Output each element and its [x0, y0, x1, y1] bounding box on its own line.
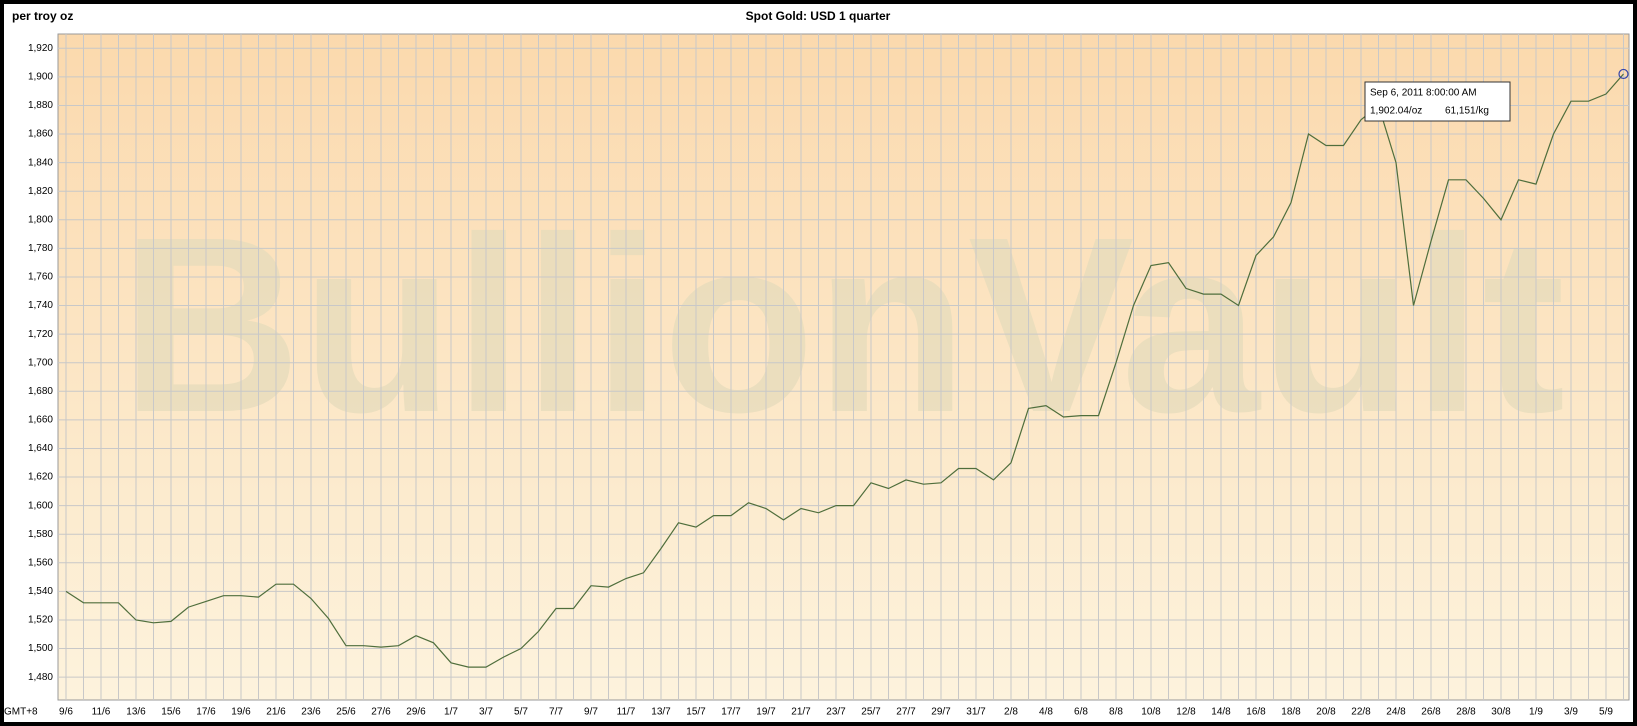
- plot-area: [57, 33, 1630, 701]
- x-tick-label: 22/8: [1351, 707, 1371, 718]
- timezone-label: GMT+8: [4, 707, 38, 718]
- hover-marker: [1618, 68, 1629, 80]
- y-tick-label: 1,500: [28, 643, 53, 654]
- x-tick-label: 13/6: [126, 707, 146, 718]
- y-tick-label: 1,480: [28, 672, 53, 683]
- watermark: BullionVault: [121, 185, 1565, 464]
- y-tick-label: 1,660: [28, 415, 53, 426]
- x-tick-label: 29/7: [931, 707, 951, 718]
- x-tick-label: 15/7: [686, 707, 706, 718]
- x-tick-label: 17/7: [721, 707, 741, 718]
- y-tick-label: 1,840: [28, 157, 53, 168]
- x-tick-label: 19/7: [756, 707, 776, 718]
- x-tick-label: 9/7: [584, 707, 598, 718]
- price-line: [65, 73, 1624, 668]
- y-tick-label: 1,620: [28, 472, 53, 483]
- x-tick-label: 10/8: [1141, 707, 1161, 718]
- y-tick-label: 1,600: [28, 500, 53, 511]
- x-tick-label: 17/6: [196, 707, 216, 718]
- y-axis-label: per troy oz: [12, 9, 73, 23]
- x-tick-label: 30/8: [1491, 707, 1511, 718]
- x-tick-label: 23/6: [301, 707, 321, 718]
- x-tick-label: 6/8: [1074, 707, 1088, 718]
- x-tick-label: 13/7: [651, 707, 671, 718]
- x-tick-label: 27/7: [896, 707, 916, 718]
- y-tick-label: 1,760: [28, 272, 53, 283]
- tooltip: Sep 6, 2011 8:00:00 AM 1,902.04/oz 61,15…: [1364, 81, 1511, 122]
- x-tick-label: 7/7: [549, 707, 563, 718]
- x-tick-label: 25/7: [861, 707, 881, 718]
- x-tick-label: 1/7: [444, 707, 458, 718]
- x-tick-label: 20/8: [1316, 707, 1336, 718]
- y-tick-label: 1,720: [28, 329, 53, 340]
- tooltip-date: Sep 6, 2011 8:00:00 AM: [1370, 88, 1477, 99]
- y-tick-label: 1,540: [28, 586, 53, 597]
- y-tick-label: 1,920: [28, 43, 53, 54]
- y-tick-label: 1,860: [28, 129, 53, 140]
- x-tick-label: 5/7: [514, 707, 528, 718]
- y-tick-label: 1,580: [28, 529, 53, 540]
- x-tick-label: 3/9: [1564, 707, 1578, 718]
- y-tick-label: 1,680: [28, 386, 53, 397]
- x-tick-label: 3/7: [479, 707, 493, 718]
- x-tick-label: 28/8: [1456, 707, 1476, 718]
- x-tick-label: 9/6: [59, 707, 73, 718]
- x-tick-label: 11/6: [92, 707, 111, 718]
- x-tick-label: 25/6: [336, 707, 356, 718]
- x-tick-label: 1/9: [1529, 707, 1543, 718]
- y-tick-label: 1,700: [28, 357, 53, 368]
- x-tick-label: 26/8: [1421, 707, 1441, 718]
- x-tick-label: 29/6: [406, 707, 426, 718]
- x-tick-label: 19/6: [231, 707, 251, 718]
- x-tick-label: 18/8: [1281, 707, 1301, 718]
- x-tick-label: 14/8: [1211, 707, 1231, 718]
- y-tick-label: 1,900: [28, 72, 53, 83]
- x-tick-label: 4/8: [1039, 707, 1053, 718]
- x-tick-label: 27/6: [371, 707, 391, 718]
- x-tick-label: 2/8: [1004, 707, 1018, 718]
- x-tick-label: 24/8: [1386, 707, 1406, 718]
- y-tick-label: 1,740: [28, 300, 53, 311]
- x-tick-label: 16/8: [1246, 707, 1266, 718]
- x-tick-label: 8/8: [1109, 707, 1123, 718]
- x-tick-label: 21/6: [266, 707, 286, 718]
- y-tick-label: 1,560: [28, 557, 53, 568]
- y-tick-label: 1,880: [28, 100, 53, 111]
- x-tick-label: 23/7: [826, 707, 846, 718]
- tooltip-box: [1364, 81, 1511, 122]
- y-tick-label: 1,800: [28, 214, 53, 225]
- x-tick-label: 12/8: [1176, 707, 1196, 718]
- y-tick-label: 1,820: [28, 186, 53, 197]
- y-tick-label: 1,780: [28, 243, 53, 254]
- x-tick-label: 31/7: [966, 707, 986, 718]
- x-tick-label: 11/7: [617, 707, 636, 718]
- chart-title: Spot Gold: USD 1 quarter: [746, 9, 891, 23]
- x-tick-label: 21/7: [791, 707, 811, 718]
- tooltip-oz: 1,902.04/oz: [1370, 106, 1422, 117]
- tooltip-kg: 61,151/kg: [1445, 106, 1489, 117]
- y-tick-label: 1,520: [28, 615, 53, 626]
- x-tick-label: 15/6: [161, 707, 181, 718]
- y-tick-label: 1,640: [28, 443, 53, 454]
- x-tick-label: 5/9: [1599, 707, 1613, 718]
